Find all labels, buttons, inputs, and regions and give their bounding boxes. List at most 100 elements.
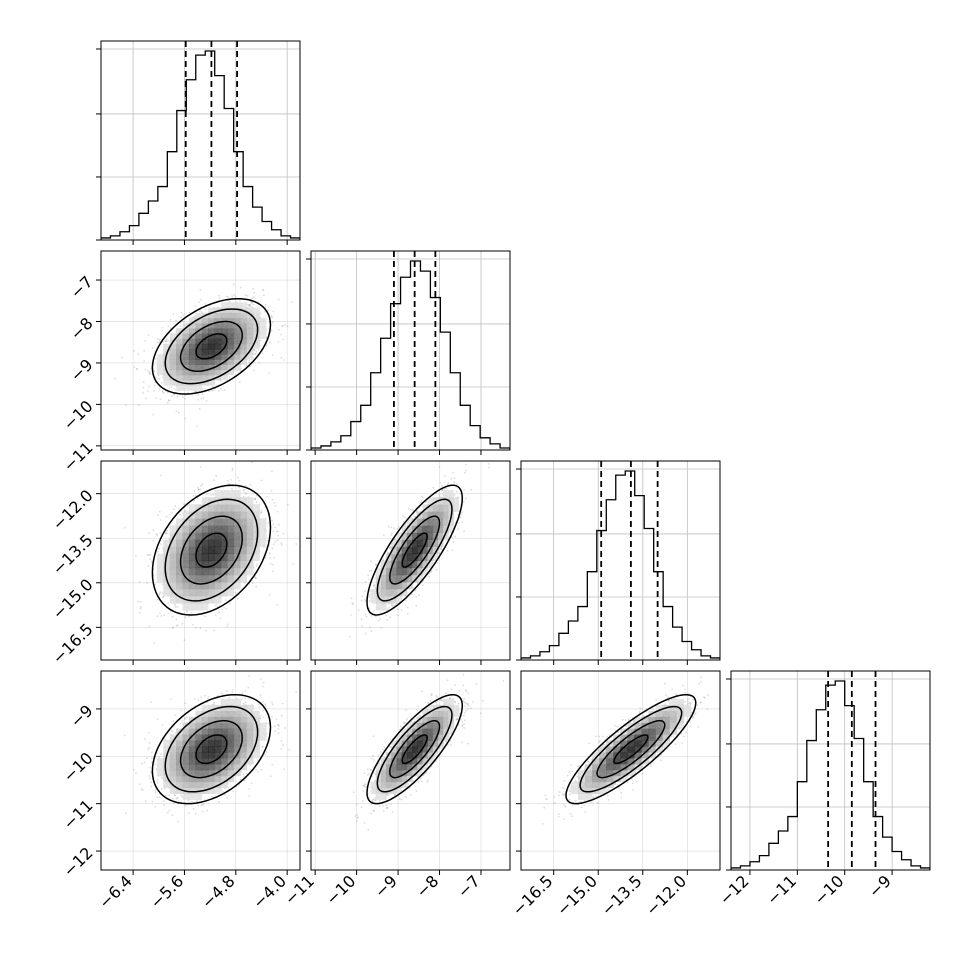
- density-cell: [195, 518, 203, 526]
- density-cell: [188, 596, 196, 604]
- density-cell: [246, 323, 254, 329]
- sample-point: [158, 547, 160, 550]
- density-cell: [240, 302, 248, 308]
- density-cell: [227, 307, 235, 314]
- density-cell: [169, 525, 177, 533]
- sample-point: [260, 511, 262, 514]
- density-cell: [169, 359, 177, 365]
- density-cell: [176, 348, 183, 355]
- density-cell: [169, 380, 177, 386]
- sample-point: [218, 294, 221, 297]
- sample-point: [235, 369, 238, 372]
- sample-point: [428, 575, 431, 578]
- density-cell: [169, 343, 177, 350]
- sample-point: [143, 349, 146, 352]
- sample-point: [148, 385, 150, 387]
- panel-2-0: [96, 460, 301, 665]
- sample-point: [438, 493, 441, 496]
- density-cell: [227, 369, 235, 376]
- density-cell: [240, 497, 248, 505]
- histogram-0: [101, 50, 300, 240]
- sample-point: [238, 479, 241, 482]
- density-cell: [182, 374, 190, 381]
- sample-point: [380, 626, 382, 629]
- density-cell: [169, 546, 177, 555]
- sample-point: [167, 612, 170, 615]
- density-cell: [214, 338, 222, 345]
- sample-point: [234, 591, 237, 594]
- sample-point: [461, 521, 463, 524]
- density-cell: [188, 560, 196, 569]
- sample-point: [282, 532, 285, 535]
- sample-point: [254, 352, 257, 355]
- density-cell: [233, 348, 241, 355]
- density-cell: [201, 588, 209, 597]
- density-cell: [163, 359, 171, 365]
- sample-point: [382, 559, 385, 561]
- sample-point: [156, 615, 159, 618]
- sample-point: [136, 368, 139, 370]
- density-cell: [176, 581, 183, 590]
- density-cell: [182, 581, 190, 590]
- sample-point: [144, 368, 147, 371]
- sample-point: [173, 393, 176, 396]
- density-cell: [227, 546, 235, 555]
- sample-point: [231, 488, 233, 490]
- density-cell: [188, 603, 196, 611]
- density-cell: [208, 364, 215, 371]
- sample-point: [204, 615, 207, 617]
- density-cell: [176, 338, 183, 345]
- density-cell: [156, 567, 164, 576]
- density-cell: [221, 364, 228, 371]
- density-cell: [240, 546, 248, 555]
- density-cell: [188, 588, 196, 597]
- density-cell: [201, 546, 209, 555]
- density-cell: [240, 354, 248, 360]
- density-cell: [195, 532, 203, 540]
- density-cell: [259, 328, 267, 334]
- sample-point: [182, 396, 184, 398]
- sample-point: [205, 400, 208, 402]
- density-cell: [188, 343, 196, 350]
- density-cell: [201, 380, 209, 386]
- sample-point: [204, 303, 207, 305]
- density-cell: [240, 359, 248, 365]
- sample-point: [171, 615, 174, 618]
- density-cell: [253, 343, 260, 350]
- density-cell: [240, 323, 248, 329]
- density-cell: [233, 312, 241, 319]
- sample-point: [265, 344, 268, 347]
- density-cell: [163, 546, 171, 555]
- density-cell: [253, 307, 260, 314]
- density-cell: [208, 553, 215, 562]
- sample-point: [168, 399, 171, 402]
- panel-2-1: [306, 460, 511, 665]
- density-cell: [208, 359, 215, 365]
- density-cell: [246, 312, 254, 319]
- sample-point: [174, 604, 177, 606]
- sample-point: [425, 501, 427, 504]
- density-cell: [169, 333, 177, 339]
- density-cell: [246, 333, 254, 339]
- density-cell: [214, 369, 222, 376]
- sample-point: [227, 296, 229, 298]
- density-cell: [214, 511, 222, 519]
- sample-point: [244, 294, 247, 296]
- density-cell: [227, 359, 235, 365]
- density-cell: [227, 333, 235, 339]
- sample-point: [226, 625, 229, 628]
- sample-point: [280, 333, 282, 336]
- density-cell: [253, 546, 260, 555]
- density-cell: [188, 518, 196, 526]
- density-cell: [169, 574, 177, 583]
- density-cell: [195, 553, 203, 562]
- sample-point: [155, 376, 157, 379]
- density-cell: [182, 328, 190, 334]
- density-cell: [246, 343, 254, 350]
- density-cell: [188, 369, 196, 376]
- density-cell: [214, 525, 222, 533]
- sample-point: [251, 306, 253, 308]
- sample-point: [145, 397, 147, 400]
- density-cell: [182, 338, 190, 345]
